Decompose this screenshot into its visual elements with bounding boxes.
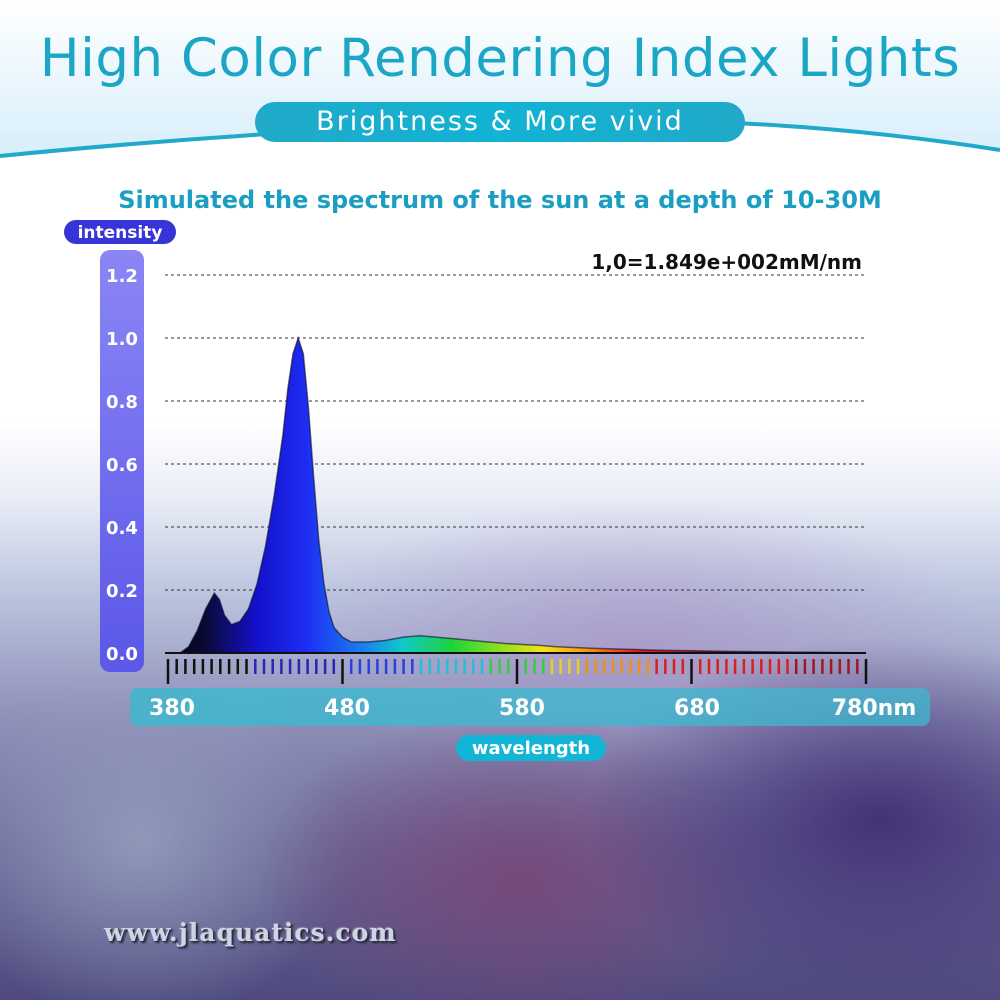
subtitle-text: Brightness & More vivid	[316, 106, 684, 137]
website-watermark: www.jlaquatics.com	[104, 918, 397, 947]
y-ticks: 0.0 0.2 0.4 0.6 0.8 1.0 1.2	[106, 266, 138, 665]
x-axis-label-pill	[456, 735, 606, 761]
scale-annotation: 1,0=1.849e+002mM/nm	[591, 250, 862, 274]
x-ticks: 380 480 580 680 780nm	[149, 696, 916, 721]
y-tick-label: 0.0	[106, 644, 138, 665]
y-tick-label: 1.2	[106, 266, 138, 287]
y-tick-label: 0.2	[106, 581, 138, 602]
y-tick-label: 1.0	[106, 329, 138, 350]
x-tick-label: 680	[674, 696, 720, 721]
y-tick-label: 0.8	[106, 392, 138, 413]
spectrum-line	[179, 335, 866, 654]
y-axis-label-pill	[64, 220, 176, 244]
y-axis-bar	[100, 250, 144, 672]
chart-title: Simulated the spectrum of the sun at a d…	[118, 186, 882, 214]
spectrum-area	[180, 338, 865, 653]
x-tick-label: 380	[149, 696, 195, 721]
x-tick-label: 480	[324, 696, 370, 721]
y-axis-label: intensity	[78, 223, 163, 243]
x-axis-label: wavelength	[472, 738, 590, 759]
page-title: High Color Rendering Index Lights	[39, 28, 961, 89]
x-tick-label: 780nm	[832, 696, 917, 721]
y-tick-label: 0.4	[106, 518, 138, 539]
x-axis-ruler	[166, 659, 868, 684]
x-tick-label: 580	[499, 696, 545, 721]
x-axis-band	[130, 688, 930, 726]
y-tick-label: 0.6	[106, 455, 138, 476]
subtitle-banner: Brightness & More vivid	[255, 102, 745, 142]
